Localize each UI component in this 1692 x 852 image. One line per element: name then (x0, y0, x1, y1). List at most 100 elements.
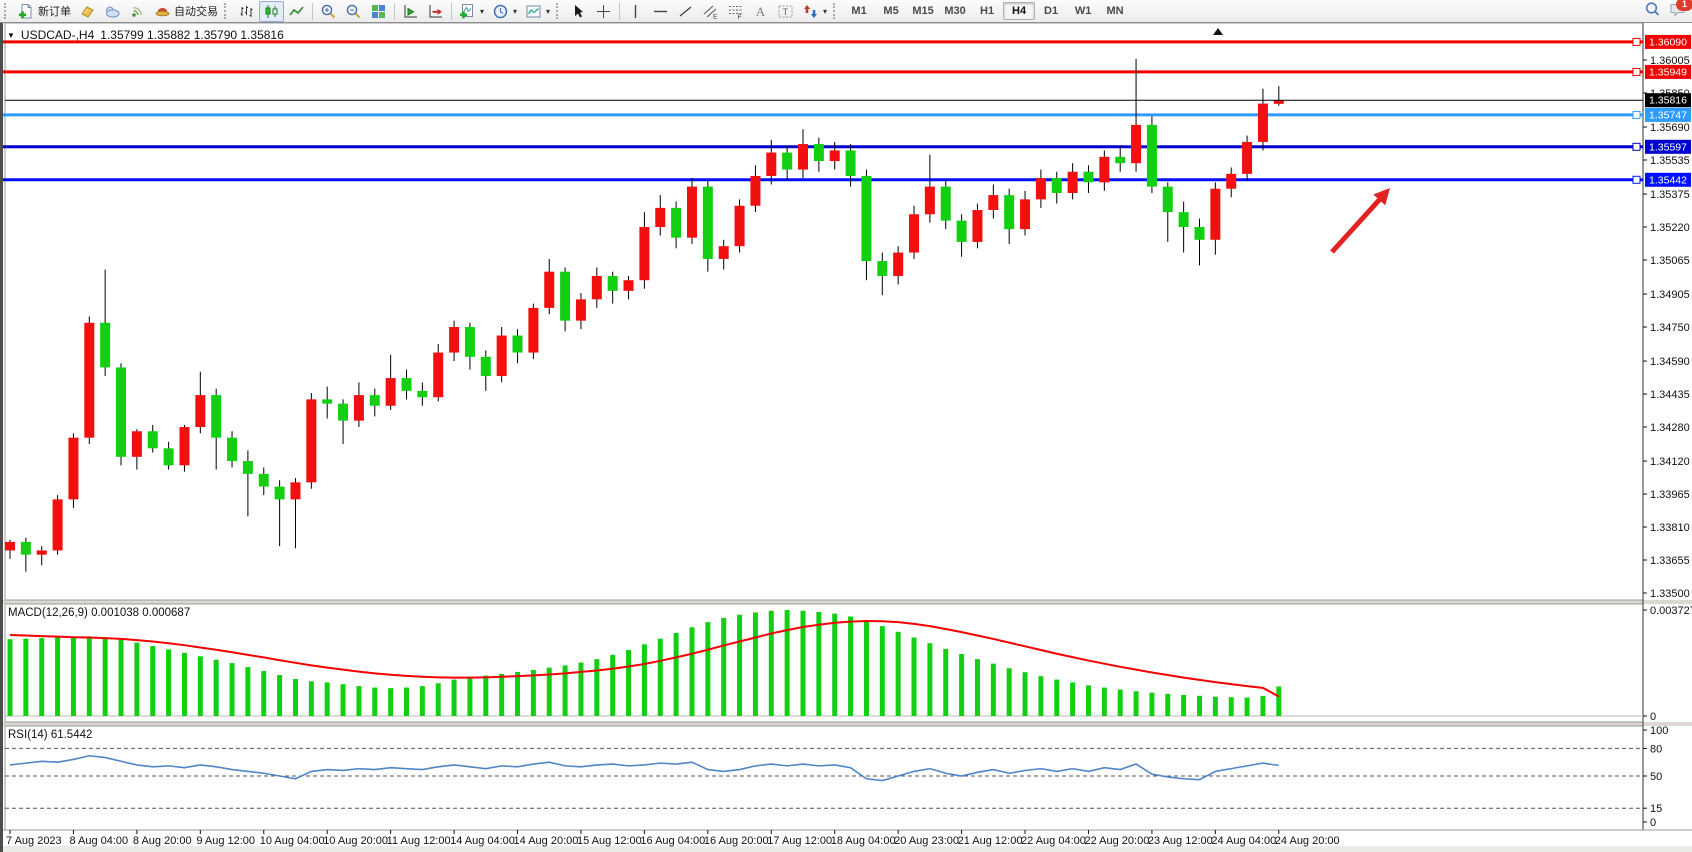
tab-m5[interactable]: M5 (883, 5, 899, 17)
macd-indicator (5, 610, 1643, 717)
tab-h4[interactable]: H4 (1003, 2, 1036, 20)
text-button[interactable]: A (748, 1, 773, 22)
templates-dropdown-caret[interactable]: ▾ (546, 6, 551, 16)
line-handle[interactable] (1632, 142, 1641, 151)
candlestick-chart-button[interactable] (259, 0, 284, 22)
tab-d1[interactable]: D1 (1044, 5, 1059, 17)
horizontal-lines[interactable] (0, 37, 1643, 184)
svg-text:1.36005: 1.36005 (1650, 55, 1690, 67)
templates-button[interactable]: ▾ (521, 1, 554, 22)
svg-text:1.33655: 1.33655 (1650, 555, 1690, 567)
text-icon: A (756, 4, 766, 19)
auto-trading-button[interactable]: 自动交易 (150, 1, 222, 22)
periods-icon (493, 4, 508, 18)
svg-text:100: 100 (1650, 725, 1668, 737)
last-bar-marker (1213, 28, 1223, 35)
cursor-button[interactable] (566, 1, 591, 22)
text-label-button[interactable]: T (773, 1, 798, 22)
crosshair-button[interactable] (591, 1, 616, 22)
chart-canvas[interactable]: 1.360051.358501.356901.355351.353751.352… (0, 23, 1692, 852)
zoom-in-icon (321, 4, 336, 18)
line-chart-button[interactable] (284, 1, 309, 22)
svg-text:20 Aug 23:00: 20 Aug 23:00 (894, 835, 959, 847)
chart-dropdown-icon[interactable]: ▼ (7, 30, 15, 40)
chart-svg[interactable]: 1.360051.358501.356901.355351.353751.352… (0, 23, 1692, 852)
tab-w1[interactable]: W1 (1074, 5, 1092, 17)
svg-text:0: 0 (1650, 817, 1656, 829)
macd-axis: 0.003727 0 (1643, 605, 1692, 723)
tab-m30[interactable]: M30 (944, 5, 966, 17)
svg-text:17 Aug 12:00: 17 Aug 12:00 (767, 835, 832, 847)
fibonacci-button[interactable]: F (723, 1, 748, 22)
horizontal-line-button[interactable] (648, 1, 673, 22)
svg-text:1.33500: 1.33500 (1650, 588, 1690, 600)
tab-mn[interactable]: MN (1106, 5, 1124, 17)
arrows-button[interactable]: ▾ (798, 1, 831, 22)
line-handle[interactable] (1632, 110, 1641, 119)
svg-text:1.33965: 1.33965 (1650, 489, 1690, 501)
auto-scroll-button[interactable] (398, 1, 423, 22)
chart-ohlc-values: 1.35799 1.35882 1.35790 1.35816 (100, 28, 284, 42)
chart-symbol-period: USDCAD-,H4 (20, 28, 95, 42)
svg-text:1.34590: 1.34590 (1650, 356, 1690, 368)
svg-text:15: 15 (1650, 803, 1662, 815)
svg-text:24 Aug 04:00: 24 Aug 04:00 (1211, 835, 1276, 847)
market-watch-button[interactable] (100, 1, 125, 22)
crosshair-icon (597, 4, 611, 18)
toolbar: 新订单 自动交易 (0, 0, 1692, 23)
indicators-button[interactable]: ▾ (455, 1, 488, 22)
svg-text:50: 50 (1650, 771, 1662, 783)
arrow-annotation[interactable] (1330, 188, 1390, 254)
svg-text:80: 80 (1650, 743, 1662, 755)
svg-text:21 Aug 12:00: 21 Aug 12:00 (958, 835, 1023, 847)
zoom-out-button[interactable] (341, 1, 366, 22)
charts-profile-button[interactable] (75, 1, 100, 22)
market-icon (106, 6, 120, 18)
svg-text:1.34120: 1.34120 (1650, 456, 1690, 468)
svg-text:0: 0 (1650, 711, 1656, 723)
line-chart-icon (289, 5, 304, 15)
svg-text:1.34750: 1.34750 (1650, 322, 1690, 334)
trendline-button[interactable] (673, 1, 698, 22)
time-axis: 7 Aug 2023 8 Aug 04:00 8 Aug 20:00 9 Aug 12… (0, 829, 1692, 847)
candlestick-icon (265, 4, 278, 18)
periods-dropdown-caret[interactable]: ▾ (513, 6, 518, 16)
rsi-label: RSI(14) 61.5442 (8, 729, 93, 741)
notifications-button[interactable]: 1 (1669, 0, 1692, 18)
bar-chart-button[interactable] (234, 1, 259, 22)
tab-m15[interactable]: M15 (912, 5, 934, 17)
line-handle[interactable] (1632, 175, 1641, 184)
candlesticks[interactable] (5, 58, 1284, 572)
chart-shift-button[interactable] (423, 1, 448, 22)
tab-m1[interactable]: M1 (851, 5, 867, 17)
svg-text:15 Aug 12:00: 15 Aug 12:00 (577, 835, 642, 847)
notification-badge: 1 (1676, 0, 1692, 11)
svg-text:7 Aug 2023: 7 Aug 2023 (6, 835, 62, 847)
line-handle[interactable] (1632, 67, 1641, 76)
line-handle[interactable] (1632, 37, 1641, 46)
autotrading-icon (155, 7, 170, 16)
tab-h1[interactable]: H1 (980, 5, 995, 17)
zoom-in-button[interactable] (316, 1, 341, 22)
svg-text:16 Aug 04:00: 16 Aug 04:00 (640, 835, 705, 847)
new-order-button[interactable]: 新订单 (14, 1, 75, 22)
periods-button[interactable]: ▾ (488, 1, 521, 22)
rsi-axis: 100 80 50 15 0 (1643, 725, 1668, 829)
svg-text:1.35690: 1.35690 (1650, 122, 1690, 134)
channel-button[interactable]: E (698, 1, 723, 22)
vertical-line-button[interactable] (623, 1, 648, 22)
indicators-dropdown-caret[interactable]: ▾ (480, 6, 485, 16)
chart-left-border (0, 23, 3, 852)
search-icon[interactable] (1644, 1, 1661, 18)
svg-text:8 Aug 04:00: 8 Aug 04:00 (69, 835, 128, 847)
svg-text:1.35375: 1.35375 (1650, 189, 1690, 201)
tile-windows-button[interactable] (366, 1, 391, 22)
signals-button[interactable] (125, 1, 150, 22)
price-line-labels: 1.36090 1.35949 1.35747 1.35597 1.35442 1.358… (1645, 34, 1691, 187)
svg-text:1.35442: 1.35442 (1649, 174, 1687, 186)
fibonacci-icon: F (729, 5, 743, 20)
svg-text:1.35065: 1.35065 (1650, 255, 1690, 267)
svg-text:1.33810: 1.33810 (1650, 522, 1690, 534)
arrows-dropdown-caret[interactable]: ▾ (823, 6, 828, 16)
svg-text:24 Aug 20:00: 24 Aug 20:00 (1275, 835, 1340, 847)
